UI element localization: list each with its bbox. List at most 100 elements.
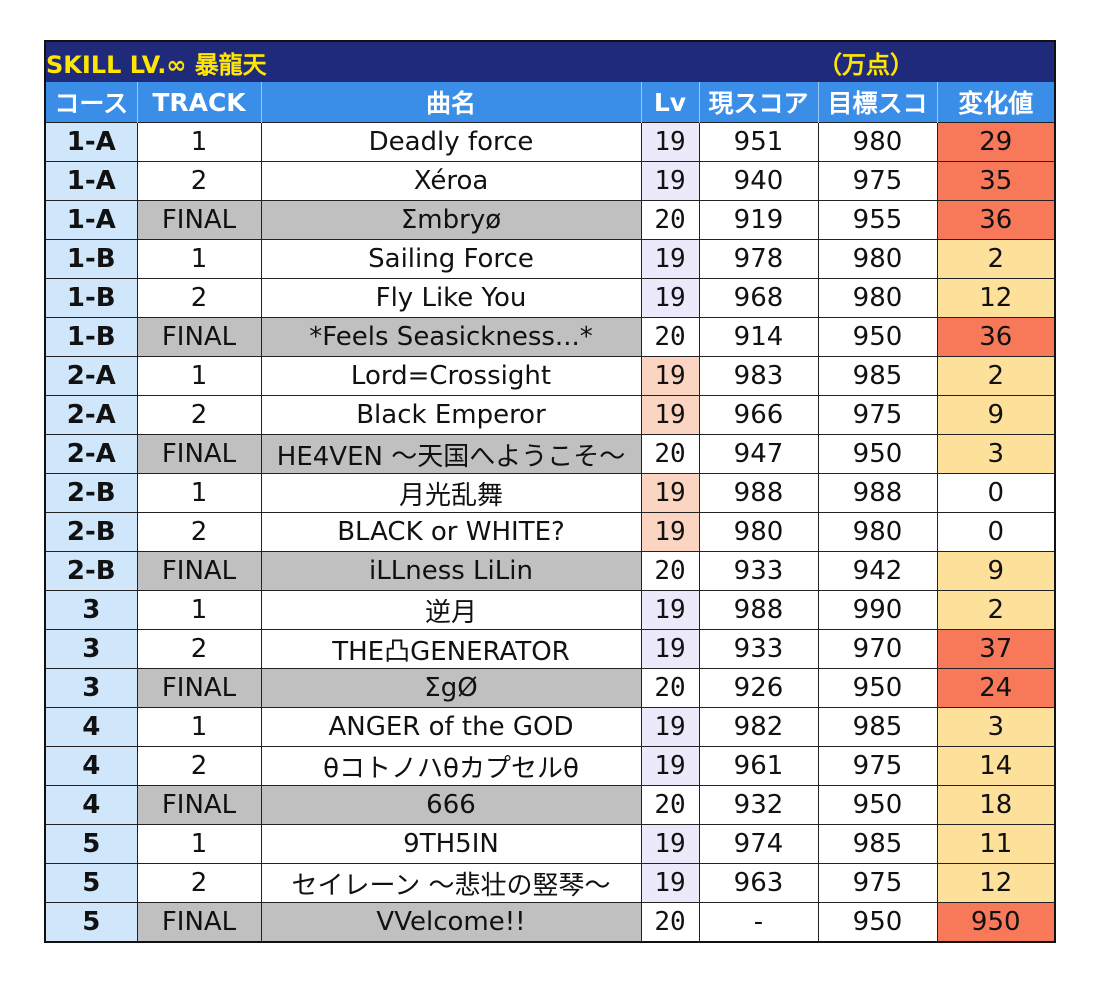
table-row: 4 1 ANGER of the GOD 19 982 985 3 <box>44 707 1056 747</box>
diff-cell: 14 <box>936 746 1056 786</box>
target-score-cell: 975 <box>817 395 938 435</box>
current-score-cell: 963 <box>698 863 819 903</box>
diff-cell: 9 <box>936 395 1056 435</box>
lv-cell: 19 <box>640 395 700 435</box>
diff-cell: 2 <box>936 590 1056 630</box>
target-score-cell: 985 <box>817 824 938 864</box>
lv-cell: 20 <box>640 668 700 708</box>
header-diff: 変化値 <box>936 82 1056 123</box>
course-cell: 2-B <box>44 512 138 552</box>
current-score-cell: 961 <box>698 746 819 786</box>
lv-cell: 19 <box>640 122 700 162</box>
target-score-cell: 950 <box>817 785 938 825</box>
course-cell: 5 <box>44 863 138 903</box>
unit-label: （万点） <box>818 41 1055 82</box>
diff-cell: 0 <box>936 512 1056 552</box>
song-cell: セイレーン ～悲壮の竪琴～ <box>260 863 642 903</box>
diff-cell: 37 <box>936 629 1056 669</box>
lv-cell: 19 <box>640 239 700 279</box>
lv-cell: 20 <box>640 551 700 591</box>
header-row: コース TRACK 曲名 Lv 現スコア 目標スコ 変化値 <box>44 82 1056 123</box>
song-cell: 666 <box>260 785 642 825</box>
song-cell: THE凸GENERATOR <box>260 629 642 669</box>
diff-cell: 3 <box>936 707 1056 747</box>
track-cell: 1 <box>136 707 262 747</box>
lv-cell: 19 <box>640 473 700 513</box>
song-cell: Deadly force <box>260 122 642 162</box>
table-body: 1-A 1 Deadly force 19 951 980 29 1-A 2 Xéroa 19 940… <box>44 122 1056 943</box>
course-cell: 1-B <box>44 239 138 279</box>
course-cell: 2-A <box>44 356 138 396</box>
diff-cell: 24 <box>936 668 1056 708</box>
current-score-cell: 982 <box>698 707 819 747</box>
lv-cell: 19 <box>640 161 700 201</box>
song-cell: HE4VEN ～天国へようこそ～ <box>260 434 642 474</box>
track-cell: 2 <box>136 395 262 435</box>
header-course: コース <box>44 82 138 123</box>
target-score-cell: 975 <box>817 161 938 201</box>
diff-cell: 35 <box>936 161 1056 201</box>
current-score-cell: 951 <box>698 122 819 162</box>
target-score-cell: 980 <box>817 278 938 318</box>
table-row: 5 2 セイレーン ～悲壮の竪琴～ 19 963 975 12 <box>44 863 1056 903</box>
song-cell: BLACK or WHITE? <box>260 512 642 552</box>
song-cell: 月光乱舞 <box>260 473 642 513</box>
lv-cell: 19 <box>640 746 700 786</box>
target-score-cell: 955 <box>817 200 938 240</box>
lv-cell: 19 <box>640 824 700 864</box>
lv-cell: 20 <box>640 785 700 825</box>
course-cell: 1-B <box>44 278 138 318</box>
table-row: 2-B 1 月光乱舞 19 988 988 0 <box>44 473 1056 513</box>
lv-cell: 19 <box>640 863 700 903</box>
song-cell: Black Emperor <box>260 395 642 435</box>
course-cell: 5 <box>44 902 138 943</box>
table-row: 2-B 2 BLACK or WHITE? 19 980 980 0 <box>44 512 1056 552</box>
table-row: 2-A 2 Black Emperor 19 966 975 9 <box>44 395 1056 435</box>
table-row: 5 FINAL VVelcome!! 20-950 950 <box>44 902 1056 943</box>
course-cell: 5 <box>44 824 138 864</box>
lv-cell: 20 <box>640 317 700 357</box>
current-score-cell: 940 <box>698 161 819 201</box>
current-score-cell: 966 <box>698 395 819 435</box>
course-cell: 1-A <box>44 161 138 201</box>
diff-cell: 11 <box>936 824 1056 864</box>
table-row: 1-A FINAL Σmbryø 20 919 955 36 <box>44 200 1056 240</box>
track-cell: 1 <box>136 473 262 513</box>
song-cell: iLLness LiLin <box>260 551 642 591</box>
diff-cell: 3 <box>936 434 1056 474</box>
target-score-cell: 975 <box>817 863 938 903</box>
diff-cell: 36 <box>936 317 1056 357</box>
course-cell: 1-A <box>44 122 138 162</box>
track-cell: 2 <box>136 512 262 552</box>
course-cell: 2-A <box>44 434 138 474</box>
course-cell: 2-B <box>44 551 138 591</box>
table-row: 4 2 θコトノハθカプセルθ 19 961 975 14 <box>44 746 1056 786</box>
current-score-cell: 968 <box>698 278 819 318</box>
lv-cell: 20 <box>640 902 700 943</box>
target-score-cell: 950 <box>817 902 938 943</box>
table-row: 3 FINAL ΣgØ 20 926 950 24 <box>44 668 1056 708</box>
diff-cell: 0 <box>936 473 1056 513</box>
course-cell: 4 <box>44 746 138 786</box>
track-cell: 1 <box>136 356 262 396</box>
course-cell: 4 <box>44 785 138 825</box>
track-cell: 1 <box>136 824 262 864</box>
header-lv: Lv <box>640 82 700 123</box>
current-score-cell: 933 <box>698 629 819 669</box>
lv-cell: 19 <box>640 356 700 396</box>
header-track: TRACK <box>136 82 262 123</box>
header-target-score: 目標スコ <box>817 82 938 123</box>
course-cell: 2-A <box>44 395 138 435</box>
song-cell: VVelcome!! <box>260 902 642 943</box>
current-score-cell: 978 <box>698 239 819 279</box>
table-row: 1-A 1 Deadly force 19 951 980 29 <box>44 122 1056 162</box>
song-cell: Xéroa <box>260 161 642 201</box>
diff-cell: 2 <box>936 239 1056 279</box>
table-row: 1-B 2 Fly Like You 19 968 980 12 <box>44 278 1056 318</box>
table-row: 2-A 1 Lord=Crossight 19 983 985 2 <box>44 356 1056 396</box>
current-score-cell: 933 <box>698 551 819 591</box>
lv-cell: 20 <box>640 434 700 474</box>
course-cell: 2-B <box>44 473 138 513</box>
target-score-cell: 970 <box>817 629 938 669</box>
target-score-cell: 975 <box>817 746 938 786</box>
